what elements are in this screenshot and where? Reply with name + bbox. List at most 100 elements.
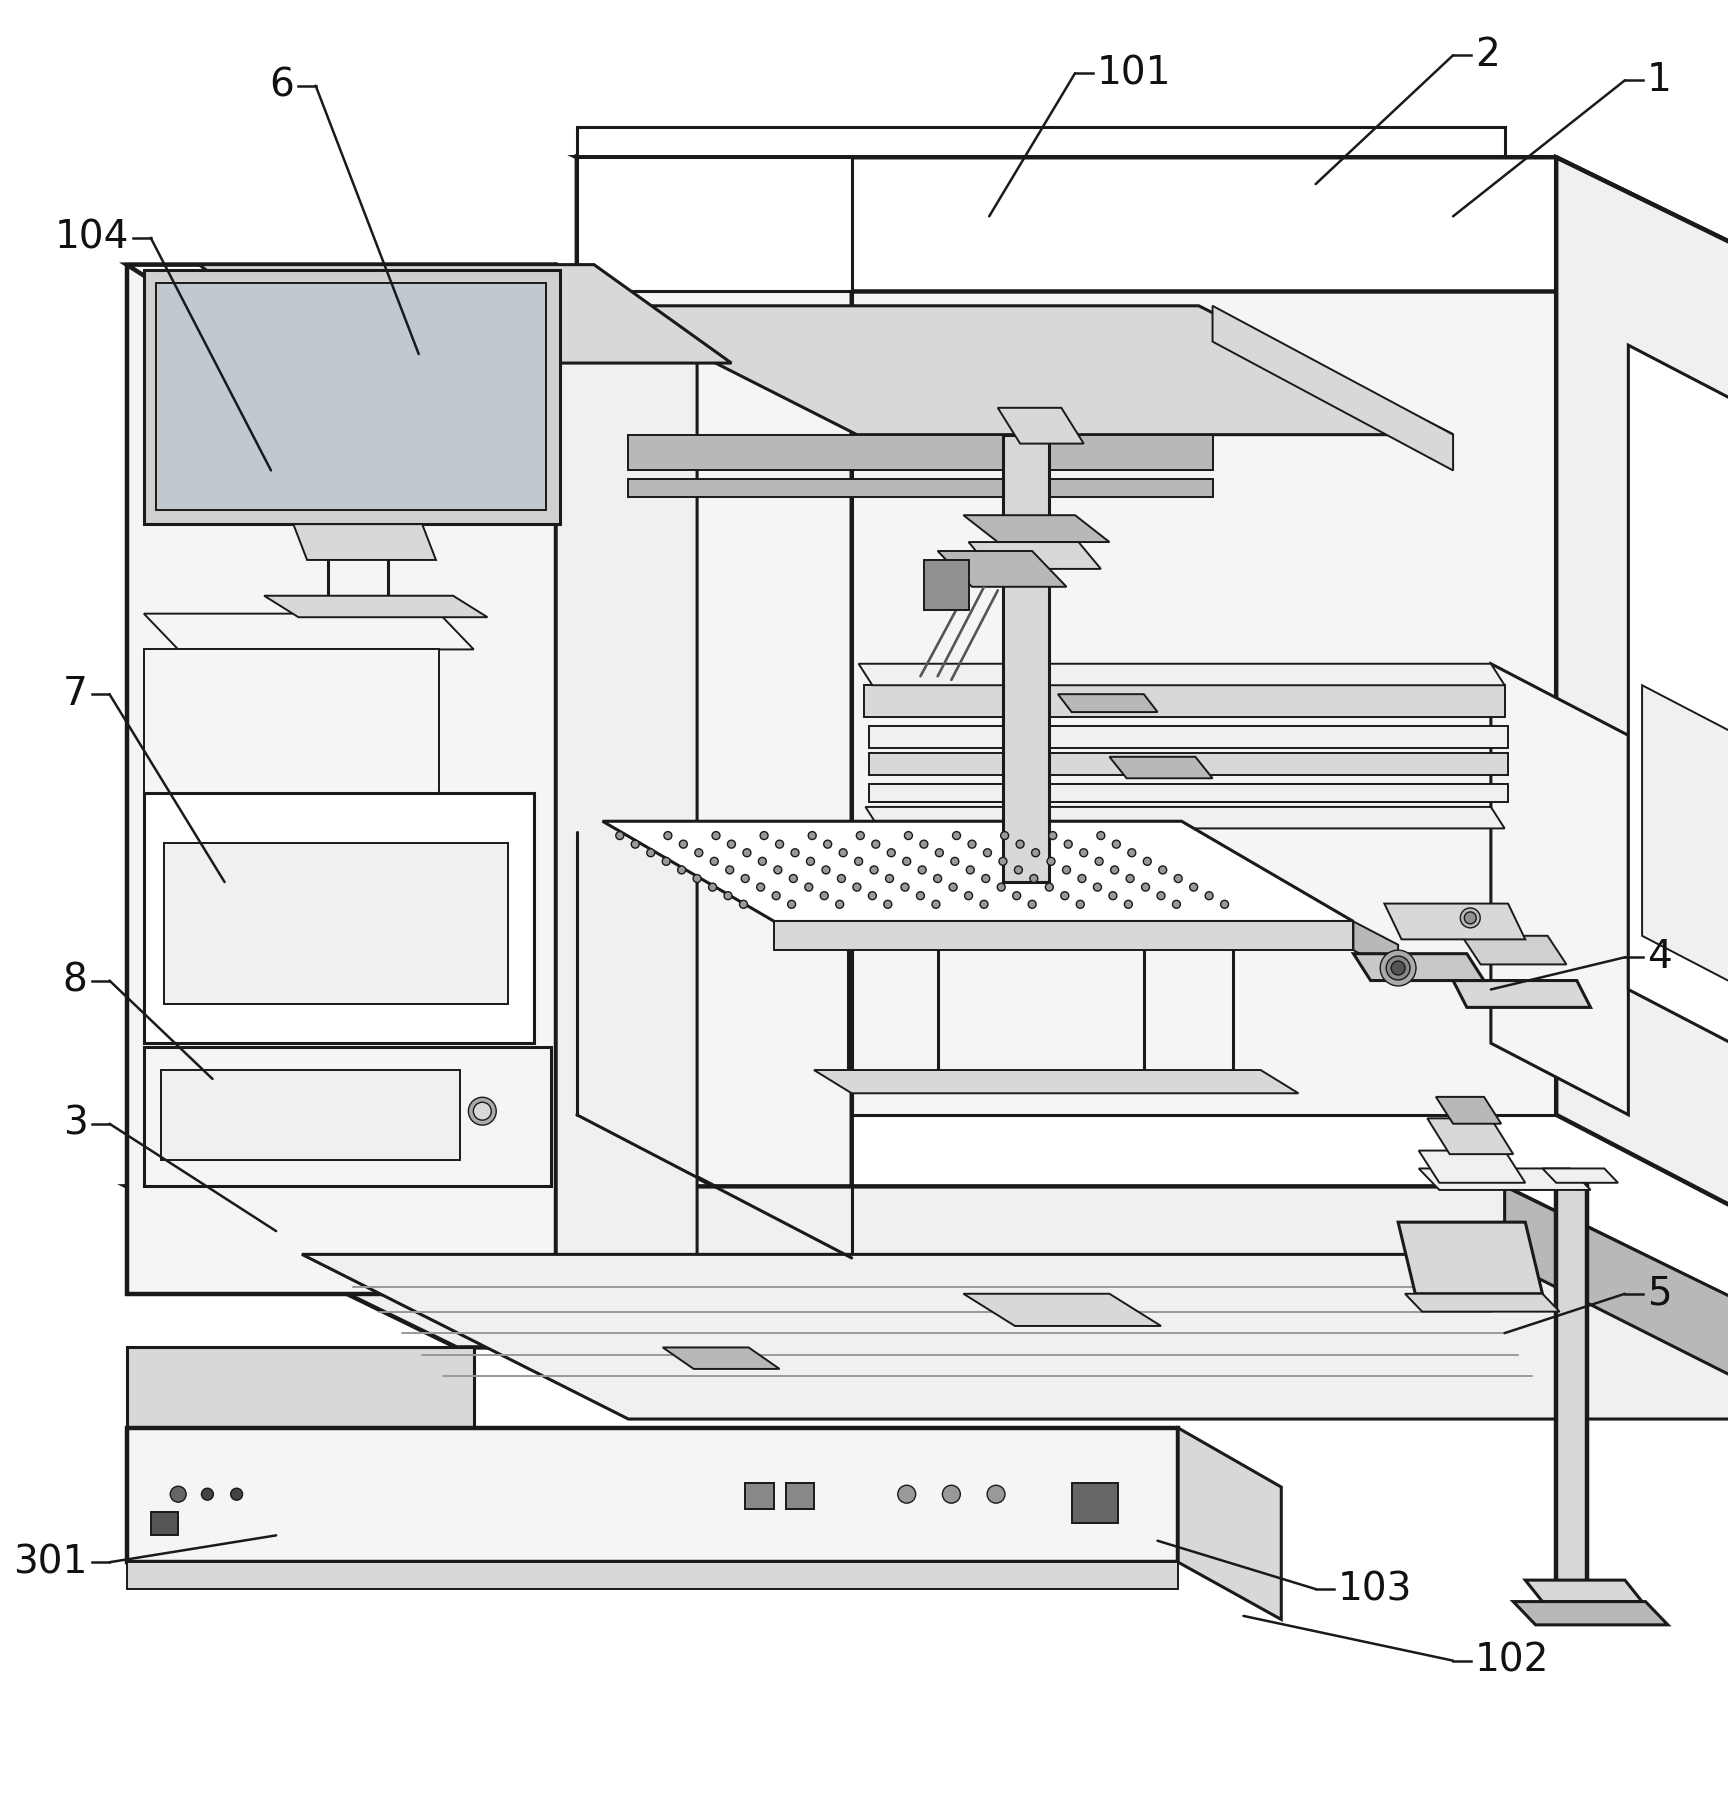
Circle shape	[1204, 891, 1213, 900]
Polygon shape	[1453, 981, 1590, 1008]
Polygon shape	[143, 614, 473, 650]
Circle shape	[757, 884, 766, 891]
Polygon shape	[143, 650, 439, 792]
Circle shape	[952, 832, 961, 839]
Polygon shape	[629, 479, 1213, 497]
Circle shape	[1386, 956, 1410, 979]
Circle shape	[776, 841, 783, 848]
Polygon shape	[556, 265, 696, 1379]
Circle shape	[949, 884, 957, 891]
Polygon shape	[924, 560, 969, 610]
Circle shape	[662, 857, 670, 866]
Circle shape	[710, 857, 719, 866]
Text: 301: 301	[14, 1543, 88, 1580]
Circle shape	[695, 850, 703, 857]
Circle shape	[809, 832, 816, 839]
Circle shape	[968, 841, 976, 848]
Text: 104: 104	[55, 220, 130, 257]
Polygon shape	[866, 806, 1505, 828]
Circle shape	[980, 900, 988, 909]
Circle shape	[1030, 875, 1039, 882]
Circle shape	[1173, 900, 1180, 909]
Circle shape	[1113, 841, 1120, 848]
Polygon shape	[577, 157, 852, 292]
Polygon shape	[1505, 1186, 1728, 1436]
Text: 102: 102	[1476, 1642, 1550, 1679]
Circle shape	[840, 850, 847, 857]
Polygon shape	[302, 1255, 1728, 1418]
Text: 2: 2	[1476, 36, 1500, 74]
Polygon shape	[1002, 434, 1049, 882]
Polygon shape	[864, 686, 1505, 718]
Circle shape	[871, 866, 878, 875]
Circle shape	[1097, 832, 1104, 839]
Circle shape	[1077, 900, 1083, 909]
Text: 8: 8	[62, 961, 88, 999]
Polygon shape	[1557, 1177, 1586, 1602]
Polygon shape	[969, 542, 1101, 569]
Polygon shape	[1557, 157, 1728, 1258]
Polygon shape	[1353, 922, 1398, 976]
Circle shape	[774, 866, 781, 875]
Circle shape	[726, 866, 734, 875]
Circle shape	[1049, 832, 1058, 839]
Polygon shape	[1427, 1118, 1514, 1154]
Polygon shape	[745, 1483, 774, 1508]
Circle shape	[1061, 891, 1068, 900]
Polygon shape	[1436, 1096, 1502, 1123]
Circle shape	[1078, 875, 1085, 882]
Circle shape	[712, 832, 721, 839]
Circle shape	[873, 841, 880, 848]
Circle shape	[919, 841, 928, 848]
Polygon shape	[1419, 1168, 1590, 1190]
Circle shape	[885, 875, 893, 882]
Circle shape	[1016, 841, 1025, 848]
Polygon shape	[869, 752, 1509, 774]
Polygon shape	[629, 434, 1213, 470]
Polygon shape	[1071, 1483, 1118, 1523]
Circle shape	[1045, 884, 1054, 891]
Circle shape	[1159, 866, 1166, 875]
Polygon shape	[1058, 695, 1158, 713]
Polygon shape	[143, 270, 560, 524]
Circle shape	[1094, 884, 1101, 891]
Circle shape	[740, 900, 748, 909]
Polygon shape	[156, 283, 546, 509]
Circle shape	[982, 875, 990, 882]
Polygon shape	[852, 292, 1557, 1114]
Circle shape	[838, 875, 845, 882]
Circle shape	[1220, 900, 1229, 909]
Circle shape	[202, 1489, 213, 1499]
Circle shape	[1013, 891, 1021, 900]
Circle shape	[931, 900, 940, 909]
Text: 101: 101	[1097, 54, 1172, 92]
Circle shape	[468, 1098, 496, 1125]
Circle shape	[741, 875, 750, 882]
Circle shape	[916, 891, 924, 900]
Circle shape	[904, 832, 912, 839]
Polygon shape	[603, 821, 1353, 922]
Polygon shape	[1384, 904, 1526, 940]
Polygon shape	[859, 664, 1505, 686]
Circle shape	[899, 1485, 916, 1503]
Circle shape	[966, 866, 975, 875]
Circle shape	[935, 850, 943, 857]
Circle shape	[933, 875, 942, 882]
Circle shape	[999, 857, 1007, 866]
Polygon shape	[1543, 1168, 1617, 1183]
Polygon shape	[997, 409, 1083, 443]
Polygon shape	[126, 1562, 1178, 1589]
Circle shape	[1142, 884, 1149, 891]
Circle shape	[1175, 875, 1182, 882]
Circle shape	[942, 1485, 961, 1503]
Polygon shape	[294, 524, 435, 560]
Circle shape	[857, 832, 864, 839]
Circle shape	[1109, 891, 1116, 900]
Polygon shape	[161, 1069, 460, 1159]
Polygon shape	[938, 551, 1066, 587]
Circle shape	[1464, 913, 1476, 923]
Circle shape	[823, 866, 829, 875]
Circle shape	[1125, 900, 1132, 909]
Polygon shape	[774, 922, 1353, 950]
Polygon shape	[664, 1348, 779, 1370]
